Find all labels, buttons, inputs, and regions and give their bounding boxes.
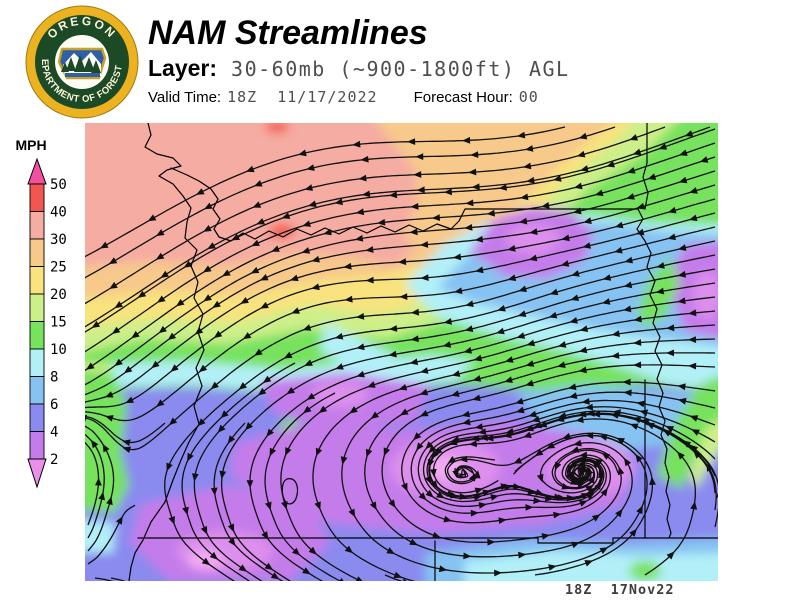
streamline bbox=[264, 392, 342, 581]
valid-time-label: Valid Time: bbox=[148, 88, 222, 106]
map-timestamp: 18Z 17Nov22 bbox=[565, 582, 675, 598]
legend-segment bbox=[29, 238, 45, 267]
streamline-arrowheads bbox=[90, 439, 105, 501]
streamline bbox=[220, 282, 716, 581]
streamline-arrowheads bbox=[125, 214, 698, 404]
streamline bbox=[410, 391, 716, 514]
streamline bbox=[85, 126, 666, 305]
streamline bbox=[384, 574, 403, 581]
layer-label: Layer: bbox=[148, 54, 218, 81]
legend-segment bbox=[29, 376, 45, 405]
legend-tick: 6 bbox=[50, 397, 58, 413]
streamline bbox=[85, 198, 716, 403]
logo-state-emblem bbox=[57, 47, 107, 80]
streamline-arrowheads bbox=[447, 456, 481, 479]
odf-logo: OREGON DEPARTMENT OF FORESTRY bbox=[25, 5, 139, 119]
legend-segment bbox=[29, 431, 45, 460]
legend-unit-label: MPH bbox=[15, 137, 47, 153]
legend-under-arrow bbox=[27, 458, 47, 489]
valid-time-line: Valid Time: 18Z 11/17/2022 Forecast Hour… bbox=[148, 88, 570, 106]
page-title: NAM Streamlines bbox=[148, 14, 428, 52]
streamline bbox=[280, 310, 716, 581]
legend-tick: 10 bbox=[50, 342, 67, 358]
streamline-arrowheads bbox=[102, 443, 113, 506]
streamline bbox=[85, 170, 716, 386]
legend-tick: 15 bbox=[50, 315, 67, 331]
streamline-arrowheads bbox=[402, 578, 407, 581]
streamline bbox=[110, 577, 126, 581]
streamline bbox=[432, 418, 696, 576]
streamline bbox=[94, 577, 114, 581]
valid-time-value: 18Z 11/17/2022 bbox=[227, 87, 378, 106]
legend-segment bbox=[29, 348, 45, 377]
lake bbox=[281, 478, 299, 505]
streamline bbox=[364, 352, 716, 558]
streamline-arrowheads bbox=[123, 187, 698, 374]
layer-line: Layer: 30-60mb (~900-1800ft) AGL bbox=[148, 55, 570, 82]
streamline bbox=[341, 338, 716, 574]
streamlines-layer bbox=[85, 126, 718, 581]
streamline bbox=[444, 456, 496, 485]
legend-segment bbox=[29, 266, 45, 295]
streamline bbox=[312, 324, 716, 581]
legend-segment bbox=[29, 321, 45, 350]
streamline bbox=[422, 406, 716, 503]
streamline-arrowheads bbox=[95, 477, 102, 486]
legend-tick: 40 bbox=[50, 205, 67, 221]
streamline-arrowheads bbox=[115, 516, 123, 525]
legend-tick: 2 bbox=[50, 452, 58, 468]
streamline bbox=[85, 142, 716, 353]
streamline bbox=[417, 399, 716, 508]
coastline bbox=[128, 123, 205, 581]
streamline bbox=[85, 212, 716, 409]
legend-tick: 25 bbox=[50, 260, 67, 276]
streamline-map bbox=[85, 123, 718, 581]
streamline bbox=[85, 441, 100, 526]
streamline-arrowheads bbox=[554, 452, 611, 484]
wind-speed-legend: 50 40 30 25 20 15 10 8 6 4 2 bbox=[27, 158, 67, 489]
legend-tick: 4 bbox=[50, 425, 58, 441]
streamline bbox=[85, 226, 716, 422]
header: NAM Streamlines Layer: 30-60mb (~900-180… bbox=[148, 14, 570, 106]
legend-segment bbox=[29, 403, 45, 432]
streamline bbox=[428, 412, 718, 528]
streamline-arrowheads bbox=[565, 472, 573, 481]
streamline bbox=[249, 296, 716, 581]
legend-segment bbox=[29, 183, 45, 212]
streamline bbox=[85, 415, 166, 444]
columbia-river-border bbox=[170, 167, 639, 242]
streamline-arrowheads bbox=[114, 176, 688, 367]
streamline-arrowheads bbox=[546, 434, 608, 449]
legend-tick: 50 bbox=[50, 177, 67, 193]
legend-segment bbox=[29, 211, 45, 240]
legend-tick: 30 bbox=[50, 232, 67, 248]
streamline bbox=[554, 449, 619, 489]
streamline-arrowheads bbox=[122, 439, 131, 446]
legend-tick: 8 bbox=[50, 370, 58, 386]
streamline bbox=[85, 126, 711, 328]
streamline bbox=[164, 254, 716, 581]
streamline bbox=[85, 425, 115, 552]
streamline bbox=[514, 434, 641, 472]
streamline bbox=[455, 467, 474, 476]
forecast-hour-label: Forecast Hour: bbox=[413, 88, 513, 106]
legend-over-arrow bbox=[27, 158, 47, 185]
streamline bbox=[401, 381, 716, 524]
forecast-hour-value: 00 bbox=[518, 87, 539, 106]
streamline bbox=[87, 504, 136, 565]
streamline bbox=[446, 432, 654, 576]
legend-segment bbox=[29, 293, 45, 322]
streamline-arrowheads bbox=[104, 206, 677, 398]
streamline bbox=[213, 422, 284, 581]
streamline bbox=[85, 184, 716, 396]
legend-tick: 20 bbox=[50, 287, 67, 303]
streamline-arrowheads bbox=[105, 233, 677, 422]
layer-value: 30-60mb (~900-1800ft) AGL bbox=[231, 56, 570, 81]
streamline bbox=[381, 364, 716, 543]
streamline-arrowheads bbox=[314, 324, 675, 579]
